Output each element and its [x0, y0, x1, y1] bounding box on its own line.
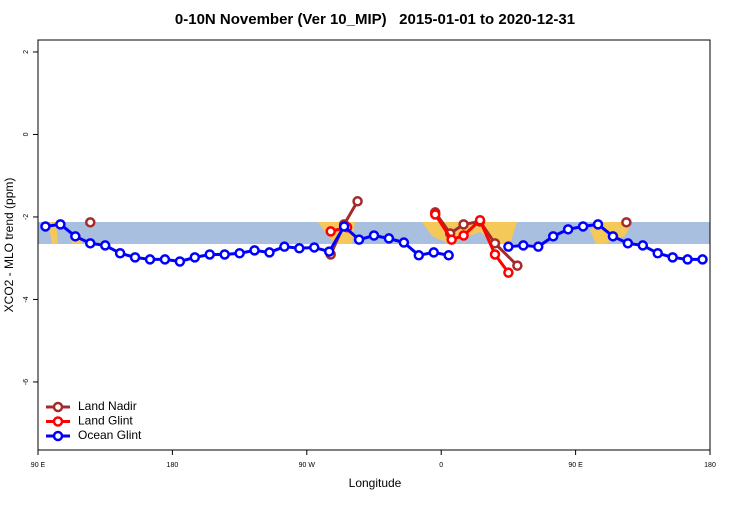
x-axis-label: Longitude	[349, 476, 402, 490]
x-tick-label: 90 E	[568, 462, 583, 469]
data-point	[547, 231, 559, 242]
data-point	[637, 240, 649, 251]
data-point	[503, 241, 514, 252]
data-point	[55, 219, 66, 230]
y-tick-label: -6	[23, 379, 30, 385]
data-point	[279, 241, 290, 252]
data-point	[667, 252, 678, 263]
data-point	[577, 221, 589, 232]
y-tick-label: -4	[23, 296, 30, 302]
legend-label: Land Nadir	[78, 399, 137, 413]
y-tick-label: 0	[23, 132, 30, 136]
data-point	[428, 247, 439, 258]
data-point	[309, 242, 320, 253]
x-tick-label: 0	[439, 462, 443, 469]
data-point	[518, 240, 529, 251]
data-point	[458, 219, 469, 230]
data-point	[489, 249, 501, 260]
data-point	[144, 254, 156, 265]
data-point	[99, 240, 111, 251]
y-tick-label: 2	[23, 50, 30, 54]
data-point	[562, 224, 574, 235]
data-point	[294, 243, 305, 254]
data-point	[682, 254, 693, 265]
data-point	[429, 209, 441, 220]
data-point	[323, 246, 335, 257]
data-point	[114, 247, 126, 259]
data-point	[383, 233, 395, 244]
data-point	[622, 238, 634, 249]
data-point	[592, 219, 604, 230]
legend-label: Ocean Glint	[78, 428, 142, 442]
x-tick-label: 90 W	[299, 462, 316, 469]
legend-label: Land Glint	[78, 414, 133, 428]
data-point	[446, 234, 457, 245]
data-point	[189, 252, 201, 263]
data-point	[621, 217, 632, 228]
data-point	[129, 252, 141, 263]
data-point	[368, 230, 380, 241]
data-point	[512, 260, 523, 271]
data-point	[70, 231, 81, 242]
data-point	[352, 196, 363, 207]
data-point	[325, 226, 336, 237]
plot-area	[38, 40, 710, 450]
x-tick-label: 180	[167, 462, 179, 469]
x-tick-label: 90 E	[31, 462, 46, 469]
data-point	[264, 247, 275, 258]
data-point	[159, 254, 171, 265]
plot-frame	[37, 39, 711, 451]
data-point	[474, 215, 486, 226]
chart-title: 0-10N November (Ver 10_MIP) 2015-01-01 t…	[175, 11, 575, 28]
data-point	[85, 217, 96, 228]
series-line	[45, 222, 449, 264]
data-point	[234, 247, 245, 259]
data-point	[219, 249, 230, 260]
y-tick-label: -2	[23, 214, 30, 220]
legend-marker	[52, 430, 64, 442]
legend-marker	[52, 416, 64, 427]
data-point	[353, 234, 365, 245]
x-tick-label: 180	[704, 462, 716, 469]
data-point	[652, 247, 663, 259]
data-point	[249, 245, 260, 256]
data-point	[503, 267, 514, 278]
data-point	[443, 250, 454, 261]
data-point	[413, 250, 425, 261]
data-point	[338, 221, 350, 232]
data-point	[458, 230, 469, 241]
data-point	[40, 221, 51, 232]
data-point	[174, 256, 186, 267]
legend-marker	[52, 401, 64, 413]
data-point	[607, 231, 619, 242]
data-point	[85, 238, 96, 249]
data-point	[533, 241, 544, 252]
y-axis-label: XCO2 - MLO trend (ppm)	[2, 178, 16, 313]
data-point	[697, 254, 708, 265]
data-point	[204, 249, 215, 260]
data-point	[398, 237, 410, 248]
